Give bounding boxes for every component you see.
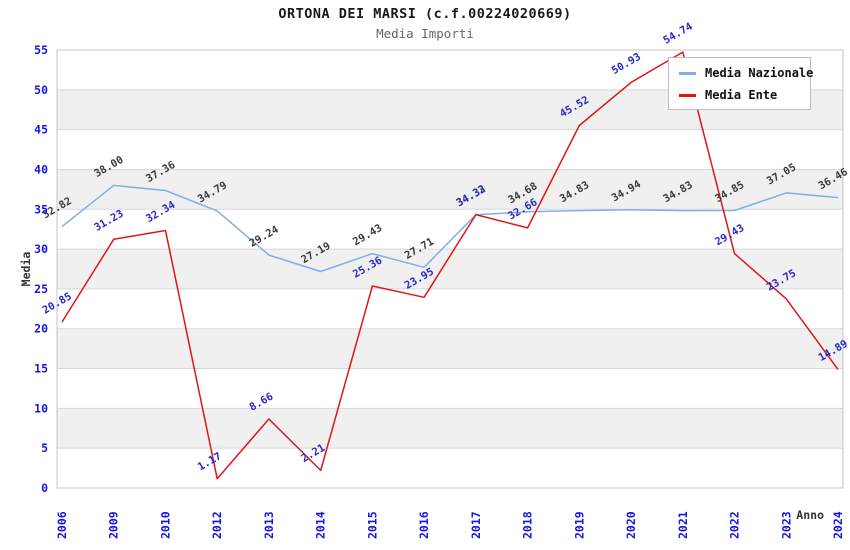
legend-label: Media Ente (705, 88, 778, 102)
plot-band (57, 209, 843, 250)
x-tick-label: 2017 (469, 511, 483, 539)
x-tick-label: 2010 (159, 511, 173, 539)
legend-line-swatch-ente-icon (679, 93, 696, 97)
x-tick-label: 2006 (55, 511, 69, 539)
x-tick-label: 2023 (779, 511, 793, 539)
x-tick-label: 2014 (314, 511, 328, 539)
legend: Media Nazionale Media Ente (668, 57, 813, 110)
x-tick-label: 2009 (107, 511, 121, 539)
x-axis-title: Anno (796, 508, 824, 522)
x-tick-label: 2012 (210, 511, 224, 539)
y-tick-label: 15 (34, 362, 48, 376)
chart-title: ORTONA DEI MARSI (c.f.00224020669) (278, 6, 572, 22)
x-tick-label: 2019 (572, 511, 586, 539)
y-tick-label: 20 (34, 322, 48, 336)
y-tick-label: 35 (34, 202, 48, 216)
y-tick-label: 10 (34, 401, 48, 415)
x-tick-label: 2015 (365, 511, 379, 539)
series-line-media-nazionale (61, 184, 839, 273)
x-tick-label: 2020 (624, 511, 638, 539)
y-tick-label: 0 (41, 481, 48, 495)
series-line-media-ente (61, 51, 839, 480)
x-tick-label: 2024 (831, 511, 845, 539)
legend-line-swatch-nazionale-icon (679, 71, 696, 75)
y-tick-label: 55 (34, 43, 48, 57)
x-tick-label: 2018 (521, 511, 535, 539)
x-tick-label: 2021 (676, 511, 690, 539)
y-tick-label: 50 (34, 83, 48, 97)
plot-band (57, 448, 843, 488)
y-tick-label: 30 (34, 242, 48, 256)
y-axis-title: Media (19, 252, 33, 287)
chart-subtitle: Media Importi (376, 26, 474, 41)
x-tick-label: 2022 (728, 511, 742, 539)
plot-band (57, 368, 843, 409)
y-tick-label: 5 (41, 441, 48, 455)
legend-item-media-ente: Media Ente (679, 88, 802, 102)
plot-band (57, 169, 843, 210)
y-tick-label: 25 (34, 282, 48, 296)
plot-border (56, 49, 844, 489)
y-tick-label: 40 (34, 162, 48, 176)
legend-item-media-nazionale: Media Nazionale (679, 66, 813, 80)
data-label: 54.74 (661, 21, 694, 47)
legend-label: Media Nazionale (705, 66, 814, 80)
y-tick-label: 45 (34, 123, 48, 137)
x-tick-label: 2016 (417, 511, 431, 539)
plot-band (57, 408, 843, 449)
plot-band (57, 288, 843, 329)
x-tick-label: 2013 (262, 511, 276, 539)
plot-band (57, 129, 843, 170)
plot-band (57, 328, 843, 369)
